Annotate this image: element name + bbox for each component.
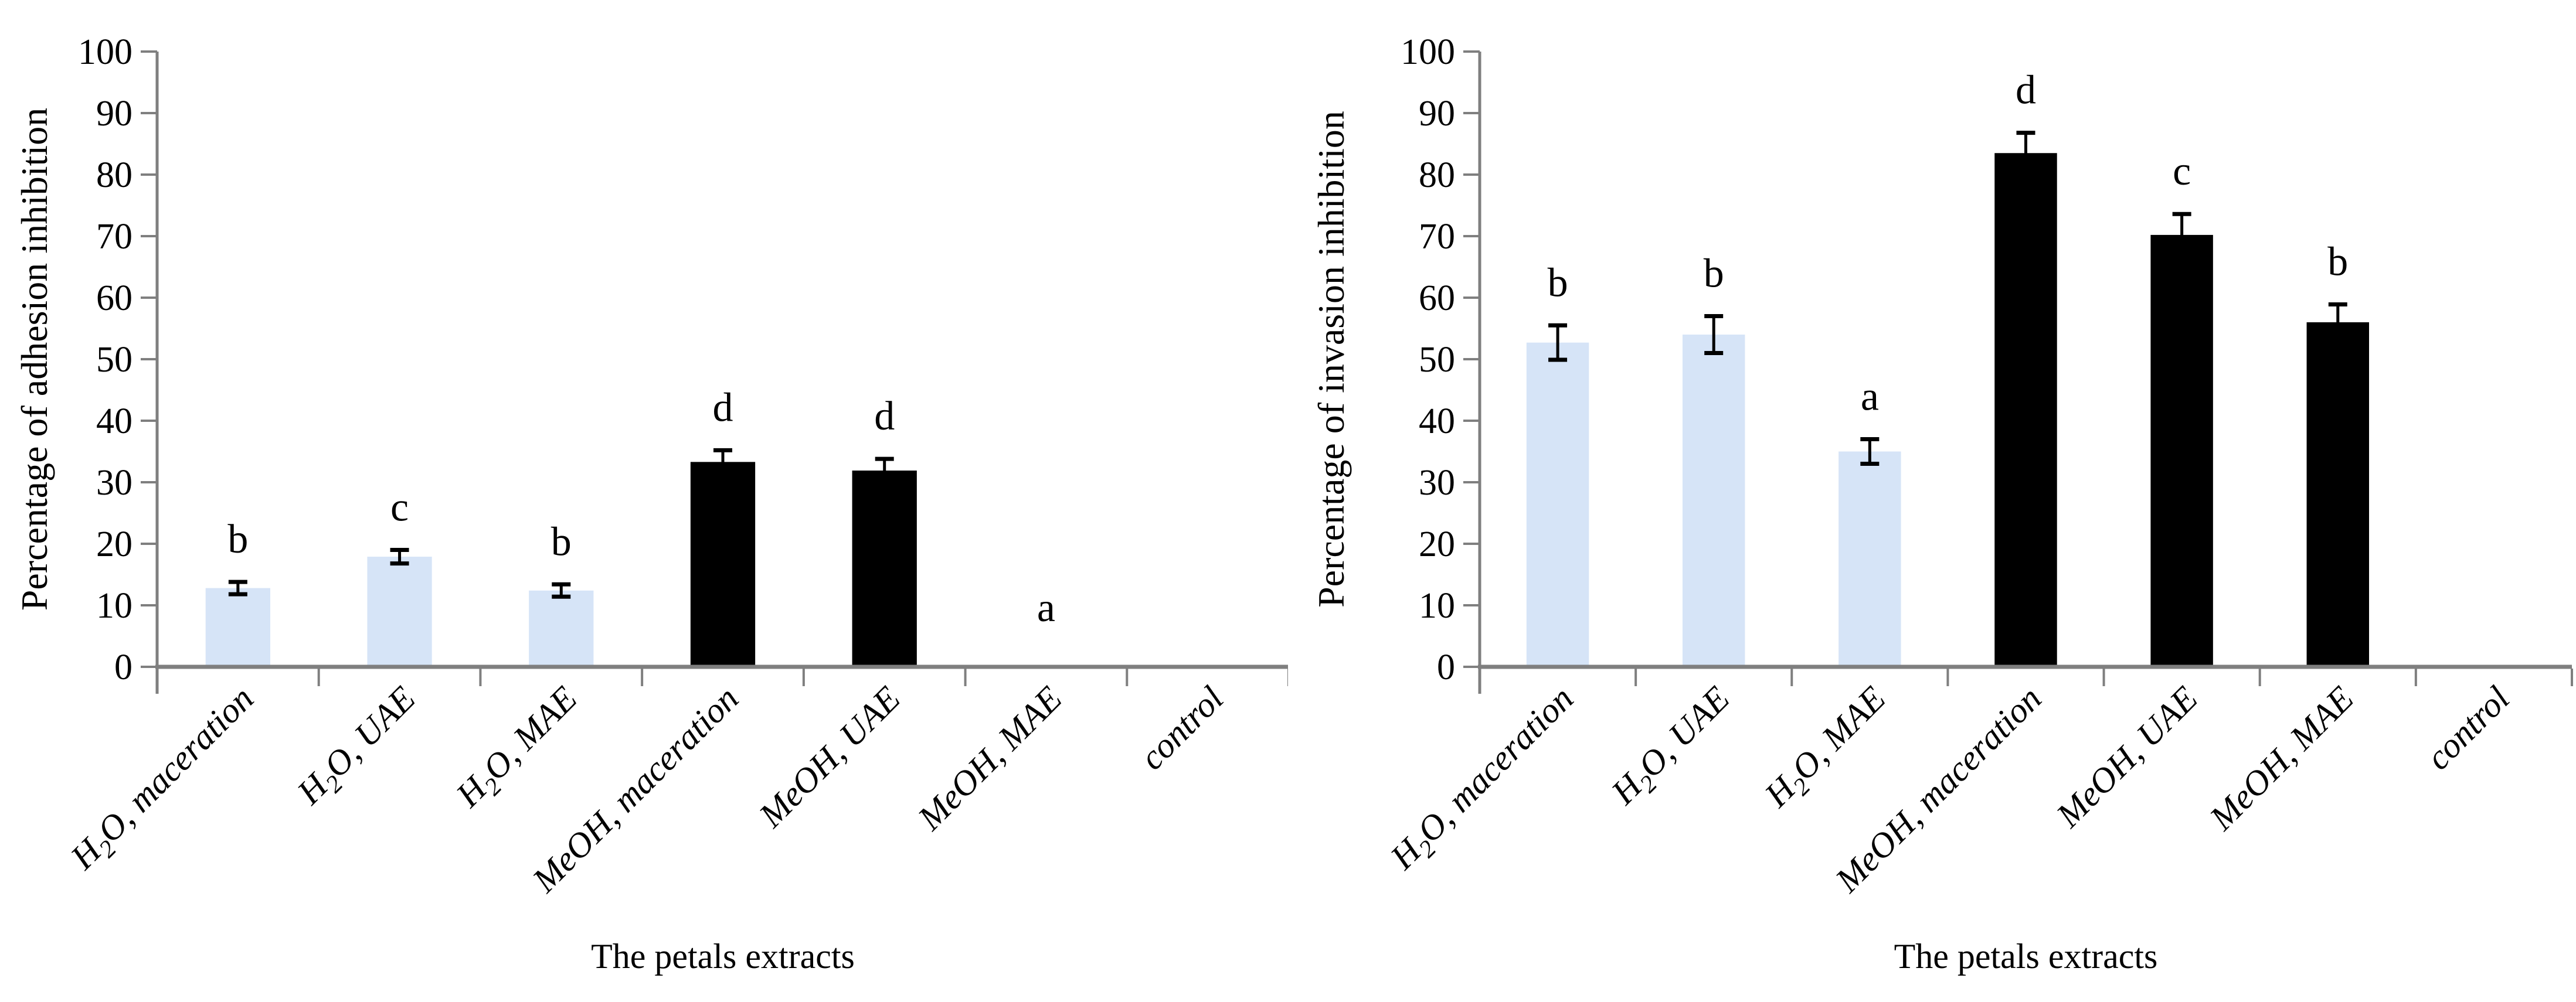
error-bar xyxy=(390,548,409,566)
x-axis-title: The petals extracts xyxy=(591,937,855,976)
bar xyxy=(2306,322,2370,667)
error-bar xyxy=(228,580,247,597)
x-tick-label: H2O, MAE xyxy=(448,679,589,820)
x-tick-label: MeOH, MAE xyxy=(2202,679,2361,838)
sig-letter: b xyxy=(227,517,248,562)
x-axis-title: The petals extracts xyxy=(1894,937,2158,976)
y-tick-label: 30 xyxy=(1419,463,1455,503)
invasion-chart: Percentage of invasion inhibition 0 10 20 30… xyxy=(1310,32,2573,976)
y-axis-title: Percentage of adhesion inhibition xyxy=(13,108,55,611)
x-tick-label: MeOH, UAE xyxy=(2048,679,2205,836)
bar xyxy=(367,557,432,667)
sig-letter: d xyxy=(713,385,733,430)
bar xyxy=(529,590,594,667)
error-bar xyxy=(1704,314,1724,355)
error-bar xyxy=(2172,212,2191,258)
bar xyxy=(852,471,917,667)
sig-letter: b xyxy=(1704,251,1724,296)
y-axis-title: Percentage of invasion inhibition xyxy=(1310,111,1352,608)
y-tick-label: 60 xyxy=(1419,278,1455,318)
x-tick-label: MeOH, MAE xyxy=(910,679,1069,838)
y-tick-label: 80 xyxy=(96,155,132,195)
y-tick-label: 90 xyxy=(96,94,132,134)
y-tick-label: 0 xyxy=(1437,647,1455,687)
x-tick-label: H2O, maceration xyxy=(1382,679,1585,882)
bar xyxy=(690,462,756,667)
sig-letter: b xyxy=(2327,240,2348,285)
y-tick-label: 100 xyxy=(78,32,132,72)
sig-letter: b xyxy=(551,519,572,564)
error-bar xyxy=(2016,131,2035,176)
x-tick-label: control xyxy=(2418,679,2517,778)
y-tick-label: 10 xyxy=(1419,586,1455,626)
x-tick-label: H2O, UAE xyxy=(290,679,427,817)
y-tick-label: 40 xyxy=(1419,401,1455,441)
y-tick-label: 40 xyxy=(96,401,132,441)
sig-letter: d xyxy=(874,394,895,439)
error-bar xyxy=(2328,302,2347,342)
error-bar xyxy=(875,456,894,485)
y-tick-label: 90 xyxy=(1419,94,1455,134)
sig-letter: a xyxy=(1037,585,1055,630)
sig-letter: c xyxy=(390,485,409,530)
y-tick-label: 50 xyxy=(1419,340,1455,380)
x-tick-label: control xyxy=(1133,679,1231,778)
y-tick-label: 50 xyxy=(96,340,132,380)
bar xyxy=(205,588,270,667)
x-tick-label: H2O, maceration xyxy=(63,679,266,882)
error-bar xyxy=(713,448,732,476)
y-tick-label: 100 xyxy=(1401,32,1455,72)
sig-letter: b xyxy=(1548,260,1568,305)
x-tick-label: MeOH, UAE xyxy=(751,679,908,836)
y-tick-label: 20 xyxy=(1419,524,1455,564)
y-tick-label: 10 xyxy=(96,586,132,626)
y-tick-label: 70 xyxy=(1419,217,1455,257)
y-tick-label: 60 xyxy=(96,278,132,318)
bar xyxy=(1526,342,1589,667)
bar xyxy=(1682,335,1745,667)
sig-letter: a xyxy=(1861,374,1879,420)
bar xyxy=(2150,234,2213,667)
y-tick-label: 0 xyxy=(114,647,132,687)
y-tick-label: 20 xyxy=(96,524,132,564)
error-bar xyxy=(1860,437,1880,466)
x-tick-label: H2O, UAE xyxy=(1603,679,1741,817)
bar xyxy=(1994,153,2057,667)
x-tick-label: H2O, MAE xyxy=(1757,679,1898,820)
y-tick-label: 70 xyxy=(96,217,132,257)
y-tick-label: 80 xyxy=(1419,155,1455,195)
bar xyxy=(1838,451,1901,667)
error-bar xyxy=(552,582,571,599)
error-bar xyxy=(1548,323,1568,362)
y-tick-label: 30 xyxy=(96,463,132,503)
adhesion-chart: Percentage of adhesion inhibition 0 10 20 30… xyxy=(13,32,1288,976)
sig-letter: d xyxy=(2016,68,2036,113)
sig-letter: c xyxy=(2173,149,2191,194)
